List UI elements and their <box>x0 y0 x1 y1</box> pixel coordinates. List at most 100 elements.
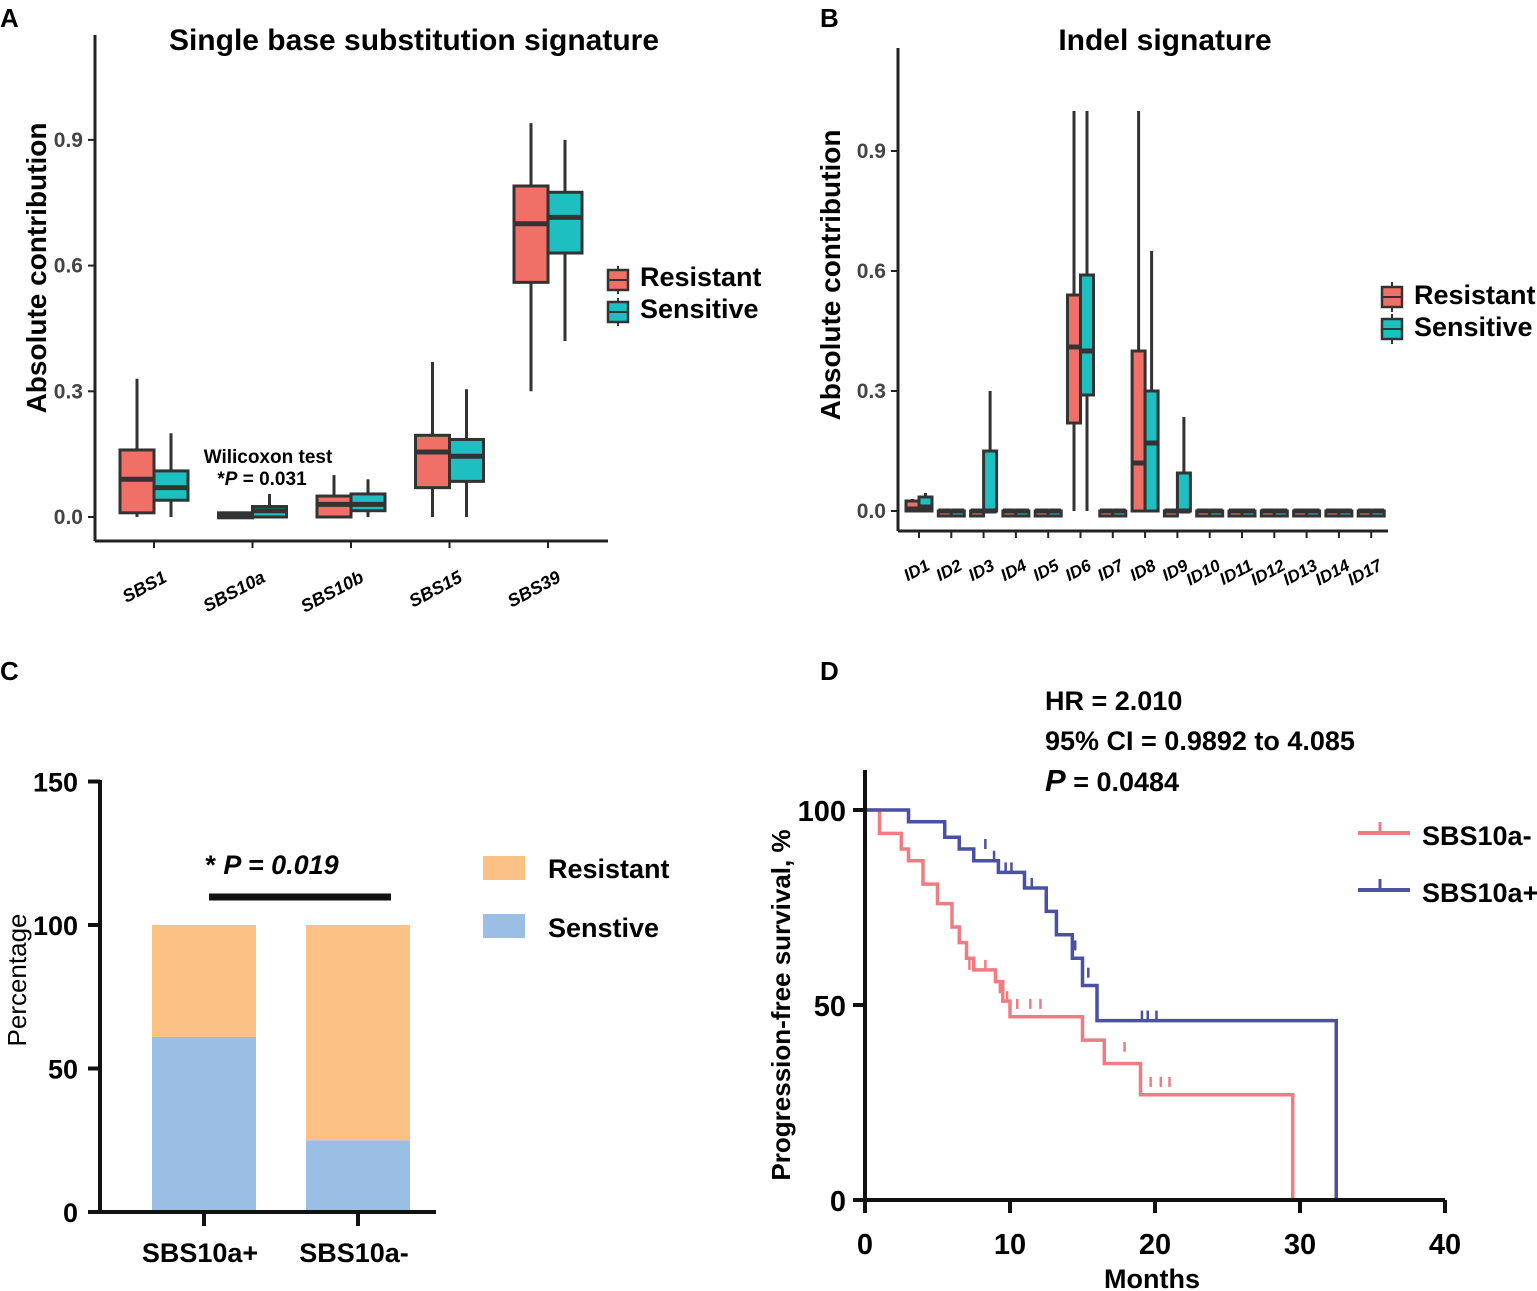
panel-d-kaplan-meier: HR = 2.010 95% CI = 0.9892 to 4.085 P = … <box>766 686 1537 1291</box>
x-tick-label: SBS15 <box>406 566 467 611</box>
x-tick-label: 0 <box>857 1229 873 1261</box>
box-body <box>1066 293 1082 425</box>
box-sensitive-id10 <box>1208 508 1225 518</box>
x-tick-label: SBS10a- <box>299 1238 409 1268</box>
box-sensitive-id17 <box>1369 508 1386 518</box>
box-sensitive-id12 <box>1272 508 1289 518</box>
y-tick-label: 50 <box>814 991 846 1023</box>
box-sensitive-id1 <box>917 493 934 513</box>
panel-d-ci: 95% CI = 0.9892 to 4.085 <box>1045 726 1355 756</box>
panel-d-legend: SBS10a- SBS10a+ <box>1358 821 1537 908</box>
box-body <box>1130 349 1147 513</box>
panel-d-legend-sbs10a-pos: SBS10a+ <box>1422 878 1537 908</box>
panel-b-title: Indel signature <box>1058 24 1271 57</box>
x-tick-label: ID5 <box>1030 556 1063 585</box>
box-resistant-sbs1 <box>118 378 156 517</box>
box-sensitive-id4 <box>1014 508 1031 518</box>
box-sensitive-sbs10a <box>251 493 288 519</box>
box-sensitive-sbs15 <box>448 389 485 517</box>
panel-b-legend-resistant: Resistant <box>1414 280 1536 310</box>
panel-b-ylabel: Absolute contribution <box>815 130 846 421</box>
panel-a-title: Single base substitution signature <box>169 24 659 57</box>
y-tick-label: 0.3 <box>857 380 886 403</box>
box-sensitive-sbs1 <box>152 433 190 517</box>
box-resistant-id13 <box>1292 508 1309 518</box>
bar-resistant-sbs10a-pos <box>152 925 256 1037</box>
box-sensitive-id13 <box>1305 508 1322 518</box>
panel-d-hr: HR = 2.010 <box>1045 686 1182 716</box>
x-tick-label: ID17 <box>1344 555 1386 589</box>
x-tick-label: ID4 <box>997 556 1030 585</box>
box-resistant-id4 <box>1001 508 1018 518</box>
box-resistant-sbs10a <box>217 511 254 520</box>
panel-letter-c: C <box>0 656 19 686</box>
panel-b-legend-sensitive: Sensitive <box>1414 312 1533 342</box>
box-resistant-id2 <box>936 508 953 518</box>
panel-c-pvalue: * P = 0.019 <box>205 850 338 880</box>
box-sensitive-sbs39 <box>546 139 584 342</box>
box-resistant-id5 <box>1033 508 1050 518</box>
panel-a-ylabel: Absolute contribution <box>21 123 52 414</box>
x-tick-label: ID1 <box>901 556 933 585</box>
y-tick-label: 50 <box>48 1055 78 1085</box>
box-body <box>1175 471 1192 513</box>
panel-letter-d: D <box>820 656 839 686</box>
panel-b-boxplot: Indel signature Absolute contribution 0.… <box>815 24 1536 589</box>
box-sensitive-id8 <box>1143 251 1160 513</box>
box-resistant-id7 <box>1098 508 1115 518</box>
y-tick-label: 0.0 <box>857 500 886 523</box>
x-tick-label: ID6 <box>1062 556 1095 585</box>
box-resistant-id11 <box>1227 508 1244 518</box>
panel-d-xlabel: Months <box>1104 1264 1200 1291</box>
box-resistant-id14 <box>1324 508 1341 518</box>
box-resistant-id9 <box>1162 508 1179 518</box>
legend-swatch-resistant <box>483 856 525 880</box>
box-resistant-id8 <box>1130 111 1147 513</box>
x-tick-label: 10 <box>994 1229 1026 1261</box>
y-tick-label: 0.6 <box>857 260 886 283</box>
y-tick-label: 0.0 <box>54 506 83 529</box>
panel-a-legend: Resistant Sensitive <box>606 262 762 326</box>
box-sensitive-id2 <box>949 508 966 518</box>
panel-a-yticks: 0.0 0.3 0.6 0.9 <box>54 129 95 529</box>
panel-c-legend-resistant: Resistant <box>548 854 670 884</box>
box-resistant-id17 <box>1356 508 1373 518</box>
box-resistant-id6 <box>1066 111 1082 511</box>
x-tick-label: SBS39 <box>504 567 564 611</box>
y-tick-label: 0.6 <box>54 255 83 278</box>
x-tick-label: 40 <box>1429 1229 1461 1261</box>
box-body <box>448 437 485 483</box>
legend-swatch-sensitive <box>483 914 525 938</box>
box-resistant-id12 <box>1259 508 1276 518</box>
panel-a-test-label: Wilicoxon test <box>204 447 333 468</box>
panel-a-pvalue: *P = 0.031 <box>217 469 307 490</box>
panel-c-stacked-bar: Percentage 0 50 100 150 SBS10a+ SBS10a- * P … <box>2 768 670 1269</box>
y-tick-label: 100 <box>798 796 846 828</box>
y-tick-label: 0.9 <box>857 140 886 163</box>
panel-a-boxplot: Single base substitution signature Absol… <box>21 24 762 616</box>
box-sensitive-id7 <box>1111 508 1128 518</box>
y-tick-label: 100 <box>33 911 78 941</box>
panel-a-legend-sensitive: Sensitive <box>640 294 759 324</box>
panel-b-legend: Resistant Sensitive <box>1380 280 1536 344</box>
box-sensitive-id5 <box>1046 508 1063 518</box>
y-tick-label: 0 <box>830 1186 846 1218</box>
box-body <box>512 184 550 284</box>
x-tick-label: SBS10b <box>297 567 366 617</box>
bar-senstive-sbs10a-pos <box>152 1036 256 1212</box>
box-resistant-id10 <box>1195 508 1212 518</box>
panel-c-ylabel: Percentage <box>2 914 32 1047</box>
x-tick-label: ID2 <box>933 556 966 585</box>
box-body <box>1079 273 1095 397</box>
x-tick-label: 30 <box>1284 1229 1316 1261</box>
box-resistant-id1 <box>904 499 921 513</box>
box-resistant-sbs15 <box>414 361 451 517</box>
panel-letter-a: A <box>0 3 19 33</box>
box-body <box>1143 389 1160 513</box>
bar-resistant-sbs10a-neg <box>306 925 410 1141</box>
box-sensitive-id9 <box>1175 417 1192 514</box>
x-tick-label: ID7 <box>1094 555 1128 585</box>
x-tick-label: 20 <box>1139 1229 1171 1261</box>
box-sensitive-id3 <box>982 391 999 514</box>
